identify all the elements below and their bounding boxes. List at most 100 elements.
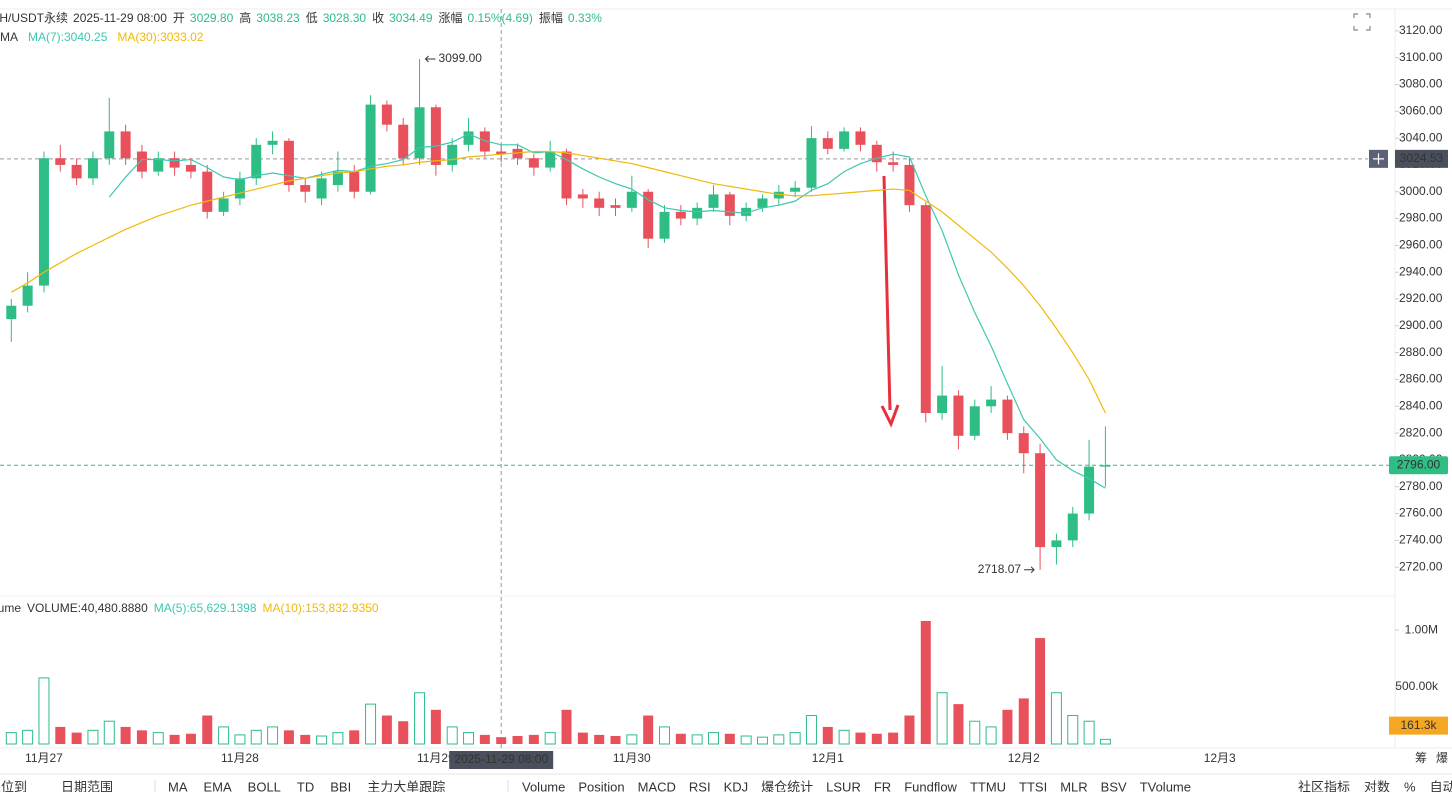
volume-bar <box>643 715 654 744</box>
candle-body <box>643 191 654 239</box>
volume-bar <box>55 726 66 744</box>
candle-body <box>1100 465 1111 467</box>
fullscreen-glyph <box>1353 13 1371 31</box>
toolbar-item[interactable]: Fundflow <box>904 779 957 792</box>
volume-bar <box>1050 692 1062 745</box>
toolbar-item[interactable]: 爆仓统计 <box>761 779 813 792</box>
volume-bar <box>691 734 703 745</box>
volume-bar <box>283 730 294 744</box>
y-tick-label: 3060.00 <box>1399 103 1443 117</box>
candle-body <box>790 187 801 192</box>
toolbar-item[interactable]: KDJ <box>724 779 749 792</box>
toolbar-item[interactable]: TTSI <box>1019 779 1047 792</box>
candle-body <box>414 107 425 159</box>
toolbar-item[interactable]: 定位到 <box>0 779 27 792</box>
crosshair-plus <box>1373 153 1384 165</box>
toolbar-item[interactable]: EMA <box>204 779 233 792</box>
toolbar-item[interactable]: 自动 <box>1430 779 1452 792</box>
header-label: 涨幅 <box>439 10 463 25</box>
volume-bar <box>707 732 719 745</box>
candle-body <box>757 198 768 208</box>
volume-bar <box>871 733 882 744</box>
candle-body <box>1067 513 1078 541</box>
last-price-box <box>1389 456 1448 475</box>
candle-body <box>1002 399 1013 434</box>
volume-legend-item: Volume <box>0 601 21 615</box>
toolbar-item[interactable]: 日期范围 <box>61 779 113 792</box>
toolbar-item[interactable]: BSV <box>1101 779 1127 792</box>
candle-body <box>512 148 523 159</box>
candle-body <box>365 104 376 192</box>
min-marker-arrow <box>1024 566 1035 574</box>
candle-body <box>839 131 850 149</box>
toolbar-item[interactable]: MLR <box>1060 779 1087 792</box>
volume-bar <box>22 729 34 745</box>
y-tick-label: 2880.00 <box>1399 345 1443 359</box>
candle-body <box>1018 433 1029 454</box>
toolbar-item[interactable]: RSI <box>689 779 711 792</box>
x-tick-label: 12月3 <box>1204 751 1236 765</box>
toolbar-item[interactable]: TVolume <box>1140 779 1191 792</box>
candle-body <box>724 194 735 216</box>
candle-body <box>496 151 507 155</box>
candle-body <box>71 164 82 179</box>
ma-legend-item: MA <box>0 30 18 44</box>
ma-legend-item: MA(7):3040.25 <box>28 30 108 44</box>
toolbar-item[interactable]: MACD <box>638 779 676 792</box>
ma-line <box>11 150 1106 414</box>
y-tick-label: 3120.00 <box>1399 23 1443 37</box>
candle-body <box>610 205 621 208</box>
y-tick-label: 2780.00 <box>1399 479 1443 493</box>
candle-body <box>969 406 980 436</box>
volume-bar <box>724 733 735 744</box>
volume-bar <box>381 715 392 744</box>
volume-bar <box>136 730 147 744</box>
header-value: 3029.80 <box>190 11 234 25</box>
crosshair-time-box <box>449 751 554 769</box>
candle-body <box>349 171 360 192</box>
max-marker-label: 3099.00 <box>439 51 483 65</box>
toolbar-item[interactable]: Position <box>578 779 624 792</box>
y-tick-label: 2760.00 <box>1399 506 1443 520</box>
volume-bar <box>496 737 507 744</box>
toolbar-item[interactable]: 对数 <box>1364 779 1390 792</box>
volume-bar <box>1035 638 1046 744</box>
toolbar-item[interactable]: MA <box>168 779 188 792</box>
x-tick-label: 12月2 <box>1008 751 1040 765</box>
volume-bar <box>202 715 213 744</box>
candle-body <box>283 140 294 186</box>
y-tick-label: 2860.00 <box>1399 372 1443 386</box>
volume-bar <box>789 732 801 745</box>
candle-body <box>104 131 115 159</box>
toolbar-item[interactable]: FR <box>874 779 891 792</box>
candle-body <box>1051 540 1062 548</box>
volume-bar <box>120 726 131 744</box>
volume-bar <box>267 726 279 745</box>
candle-body <box>153 158 164 172</box>
y-tick-label: 3040.00 <box>1399 130 1443 144</box>
toolbar-item[interactable]: 主力大单跟踪 <box>367 779 445 792</box>
volume-bar <box>430 709 441 744</box>
volume-bar <box>332 732 344 745</box>
candle-body <box>675 211 686 219</box>
y-tick-label: 2840.00 <box>1399 398 1443 412</box>
toolbar-item[interactable]: 社区指标 <box>1298 779 1350 792</box>
candle-body <box>822 138 833 149</box>
toolbar-item[interactable]: BOLL <box>248 779 281 792</box>
x-tick-label: 11月28 <box>221 751 259 765</box>
toolbar-item[interactable]: LSUR <box>826 779 861 792</box>
toolbar-item[interactable]: Volume <box>522 779 565 792</box>
toolbar-item[interactable]: TTMU <box>970 779 1006 792</box>
toolbar-item[interactable]: % <box>1404 779 1416 792</box>
volume-bar <box>365 703 377 745</box>
header-value: 0.33% <box>568 11 602 25</box>
candle-body <box>545 151 556 168</box>
x-tick-label: 11月29 <box>417 751 455 765</box>
candle-body <box>855 131 866 145</box>
volume-bar <box>5 732 17 745</box>
toolbar-item[interactable]: TD <box>297 779 314 792</box>
fullscreen-icon[interactable] <box>1353 13 1371 31</box>
toolbar-item[interactable]: BBI <box>330 779 351 792</box>
candle-body <box>202 171 213 212</box>
candle-body <box>120 131 131 159</box>
